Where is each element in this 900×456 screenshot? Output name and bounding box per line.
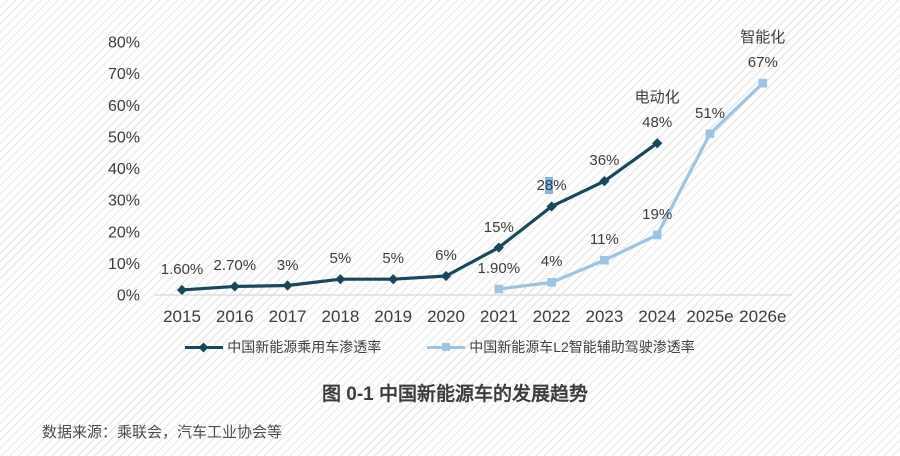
legend-line-square-icon [427, 341, 466, 353]
series-line-1 [498, 81, 764, 291]
series-line-0 [181, 141, 659, 292]
data-point-marker [705, 129, 715, 139]
x-tick-label: 2017 [269, 307, 307, 326]
data-point-marker [282, 280, 293, 291]
data-point-marker [440, 270, 452, 282]
legend-label-ev-penetration: 中国新能源乘用车渗透率 [227, 339, 382, 355]
data-point-marker [652, 230, 662, 240]
data-point-marker [493, 242, 504, 253]
square-marker-icon [442, 343, 451, 351]
data-point-marker [600, 255, 609, 265]
chart-legend: 中国新能源乘用车渗透率 中国新能源车L2智能辅助驾驶渗透率 [0, 336, 880, 358]
y-tick-label: 40% [108, 161, 140, 178]
data-source-note: 数据来源：乘联会，汽车工业协会等 [42, 424, 283, 441]
y-tick-label: 0% [117, 288, 140, 305]
data-point-marker [547, 278, 556, 287]
y-tick-label: 20% [108, 224, 140, 241]
x-tick-label: 2021 [480, 307, 518, 326]
x-tick-label: 2015 [163, 307, 201, 326]
x-tick-label: 2022 [533, 307, 571, 326]
x-tick-label: 2023 [585, 307, 623, 326]
legend-item-l2-penetration: 中国新能源车L2智能辅助驾驶渗透率 [427, 337, 695, 357]
x-tick-label: 2024 [638, 307, 676, 326]
y-tick-label: 60% [108, 98, 140, 115]
diamond-marker-icon [198, 342, 209, 352]
y-tick-label: 70% [108, 66, 140, 83]
y-tick-label: 10% [108, 256, 140, 273]
x-tick-label: 2026e [739, 307, 786, 326]
x-tick-label: 2019 [374, 307, 412, 326]
legend-label-l2-penetration: 中国新能源车L2智能辅助驾驶渗透率 [469, 339, 695, 355]
legend-line-diamond-icon [185, 341, 224, 353]
y-tick-label: 80% [108, 35, 140, 52]
legend-item-ev-penetration: 中国新能源乘用车渗透率 [185, 337, 381, 357]
data-point-marker [652, 138, 663, 149]
data-point-marker [494, 284, 504, 294]
y-tick-label: 50% [108, 129, 140, 146]
data-point-marker [335, 274, 346, 285]
data-point-marker [388, 274, 399, 285]
x-tick-label: 2016 [216, 307, 254, 326]
x-tick-label: 2018 [321, 307, 359, 326]
line-chart-svg: 80% 70% 60% 50% 40% 30% 20% 10% 0% 2015 2016 2017 20… [108, 35, 792, 326]
data-point-marker [229, 281, 240, 292]
data-point-marker [599, 176, 610, 187]
x-tick-label: 2025e [686, 307, 733, 326]
figure-title: 图 0-1 中国新能源车的发展趋势 [321, 384, 589, 405]
y-tick-label: 30% [108, 193, 140, 210]
chart-plot-area: 80% 70% 60% 50% 40% 30% 20% 10% 0% 2015 2016 2017 20… [108, 29, 792, 326]
x-tick-label: 2020 [427, 307, 465, 326]
data-point-marker [758, 78, 768, 88]
data-point-marker [176, 284, 188, 296]
